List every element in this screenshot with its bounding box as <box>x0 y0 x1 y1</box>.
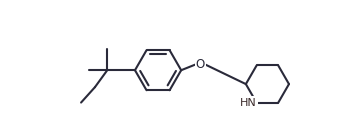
Text: HN: HN <box>240 98 257 108</box>
Text: O: O <box>196 58 205 71</box>
